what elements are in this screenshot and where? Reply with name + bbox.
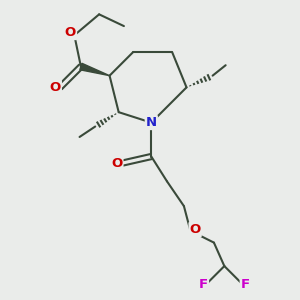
- Text: F: F: [241, 278, 250, 291]
- Text: O: O: [190, 223, 201, 236]
- Text: F: F: [199, 278, 208, 291]
- Text: O: O: [50, 81, 61, 94]
- Text: O: O: [111, 157, 122, 169]
- Polygon shape: [80, 63, 110, 76]
- Text: N: N: [146, 116, 157, 129]
- Text: O: O: [65, 26, 76, 39]
